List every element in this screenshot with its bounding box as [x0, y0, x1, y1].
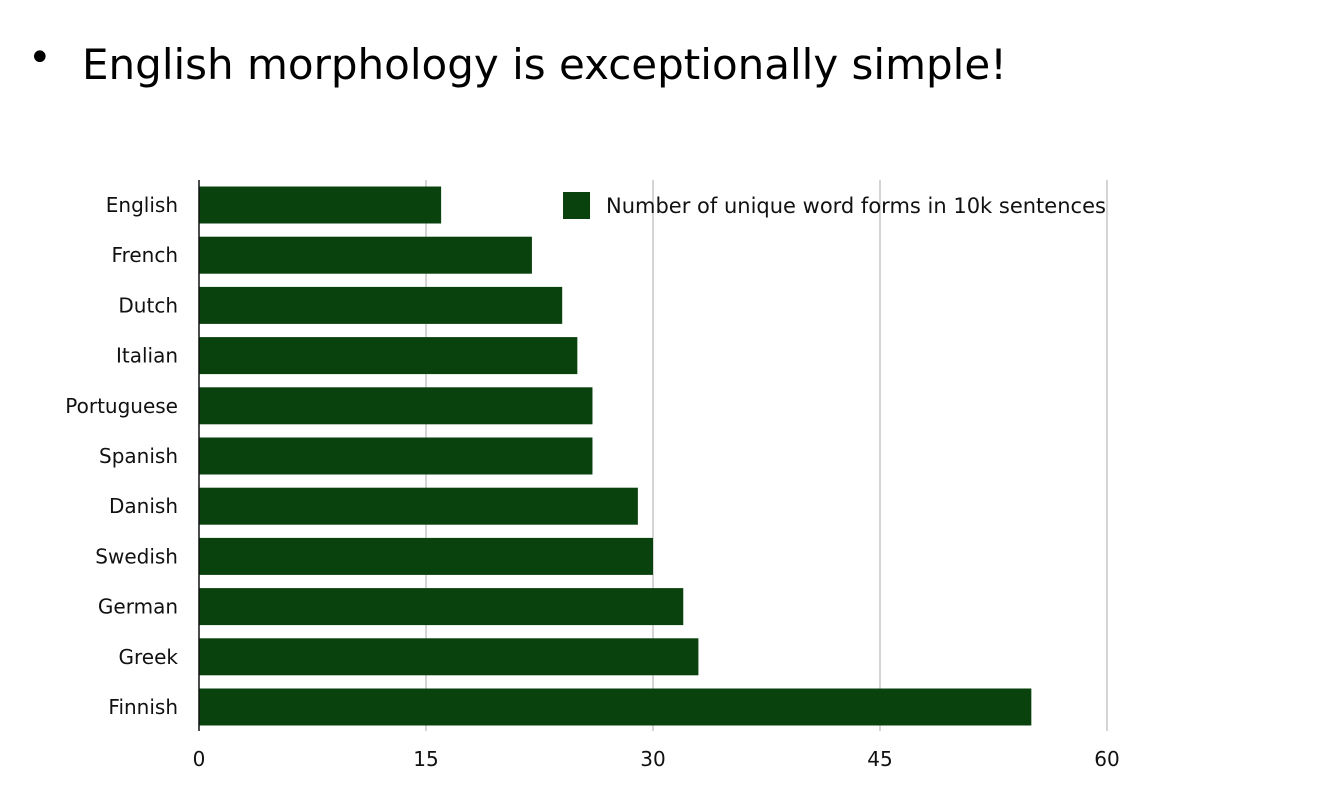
bar-greek — [199, 638, 699, 676]
category-label-dutch: Dutch — [118, 293, 178, 317]
bar-english — [199, 186, 442, 224]
bar-portuguese — [199, 387, 593, 425]
x-tick-label-30: 30 — [640, 747, 665, 771]
category-labels: English French Dutch Italian Portuguese Spani… — [65, 193, 178, 719]
slide-title: English morphology is exceptionally simp… — [82, 40, 1008, 89]
bar-danish — [199, 487, 638, 525]
x-tick-label-15: 15 — [413, 747, 438, 771]
x-tick-label-0: 0 — [193, 747, 206, 771]
title-bullet: • — [28, 35, 52, 81]
bar-spanish — [199, 437, 593, 475]
category-label-portuguese: Portuguese — [65, 394, 178, 418]
bar-finnish — [199, 688, 1032, 726]
legend: Number of unique word forms in 10k sente… — [563, 192, 1106, 219]
x-tick-label-60: 60 — [1094, 747, 1119, 771]
legend-label: Number of unique word forms in 10k sente… — [606, 194, 1106, 218]
category-label-finnish: Finnish — [108, 695, 178, 719]
legend-swatch — [563, 192, 590, 219]
x-tick-labels: 0 15 30 45 60 — [193, 747, 1120, 771]
category-label-spanish: Spanish — [99, 444, 178, 468]
category-label-french: French — [112, 243, 178, 267]
category-label-english: English — [106, 193, 178, 217]
category-label-german: German — [98, 595, 178, 619]
bar-french — [199, 236, 532, 274]
bar-swedish — [199, 537, 653, 575]
category-label-danish: Danish — [109, 494, 178, 518]
bar-italian — [199, 337, 578, 375]
bar-german — [199, 588, 684, 626]
category-label-swedish: Swedish — [95, 544, 178, 568]
x-tick-label-45: 45 — [867, 747, 892, 771]
bar-dutch — [199, 286, 563, 324]
category-label-greek: Greek — [119, 645, 179, 669]
category-label-italian: Italian — [116, 344, 178, 368]
bars — [199, 186, 1032, 726]
